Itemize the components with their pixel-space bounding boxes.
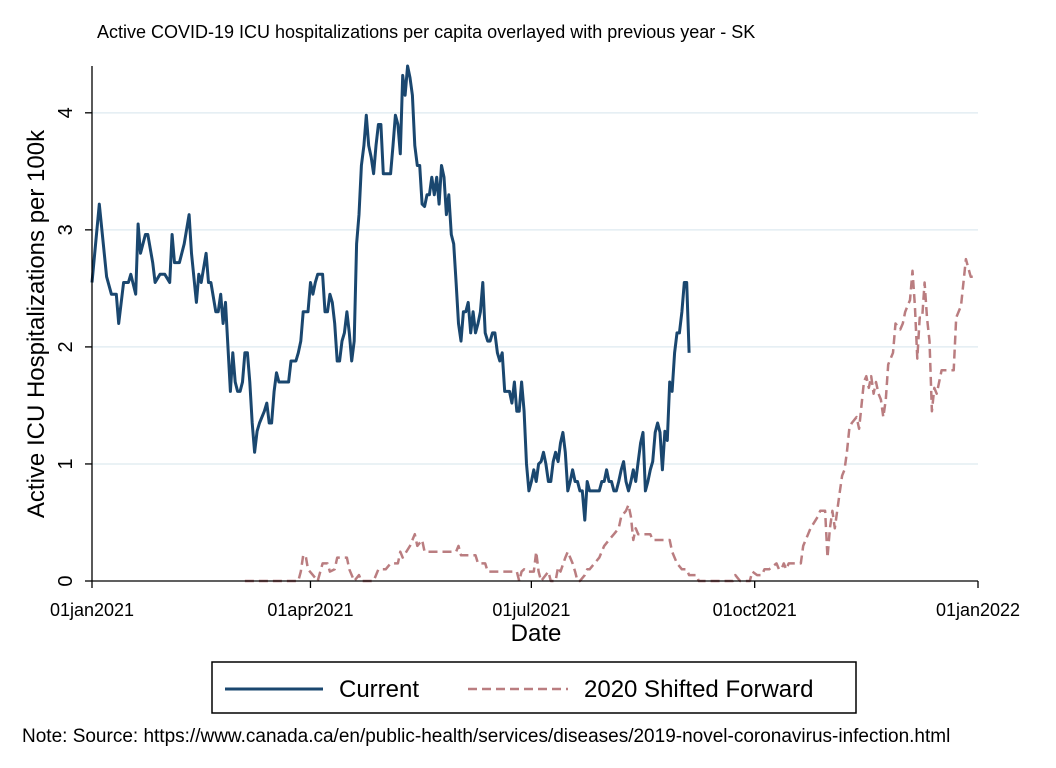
y-tick-label: 3 xyxy=(55,224,77,235)
legend: Current 2020 Shifted Forward xyxy=(211,661,857,714)
x-axis-label: Date xyxy=(511,620,562,647)
chart-title: Active COVID-19 ICU hospitalizations per… xyxy=(97,22,755,42)
series-line-2020-shifted-forward xyxy=(244,257,976,583)
axes: 0 1 2 3 4 01jan2021 01apr2021 01jul2021 01oct202… xyxy=(50,66,1020,620)
series-lines xyxy=(90,64,976,583)
x-tick-label: 01apr2021 xyxy=(267,600,353,620)
source-note: Note: Source: https://www.canada.ca/en/p… xyxy=(22,726,951,747)
y-tick-label: 2 xyxy=(55,341,77,352)
y-tick-label: 1 xyxy=(55,458,77,469)
y-axis-label: Active ICU Hospitalizations per 100k xyxy=(23,129,50,518)
legend-label-current: Current xyxy=(339,676,419,703)
x-tick-label: 01jul2021 xyxy=(492,600,570,620)
chart: Active COVID-19 ICU hospitalizations per… xyxy=(23,22,1020,714)
legend-label-2020-shifted-forward: 2020 Shifted Forward xyxy=(584,676,813,703)
x-tick-label: 01jan2021 xyxy=(50,600,134,620)
series-line-current xyxy=(90,64,691,522)
y-tick-label: 4 xyxy=(55,107,77,118)
x-tick-label: 01oct2021 xyxy=(713,600,797,620)
x-tick-label: 01jan2022 xyxy=(936,600,1020,620)
y-tick-label: 0 xyxy=(55,575,77,586)
grid-lines xyxy=(92,112,978,465)
